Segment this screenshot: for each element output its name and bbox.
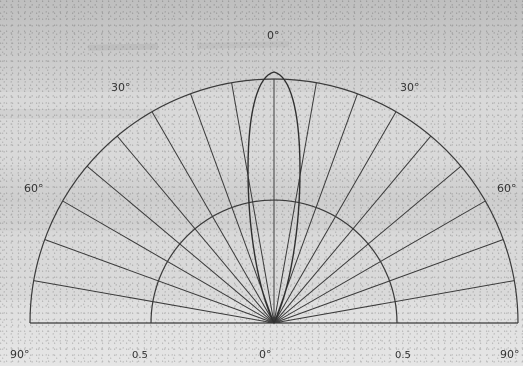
label-bottom-left: 90° — [10, 348, 30, 361]
label-bottom-center: 0° — [259, 348, 272, 361]
label-bottom-left-inner: 0.5 — [132, 350, 148, 361]
bleedthrough-text-lower — [0, 205, 520, 238]
bleedthrough-text-mid — [0, 92, 160, 127]
label-bottom-right-inner: 0.5 — [395, 350, 411, 361]
bleedthrough-text-top — [88, 26, 289, 62]
label-upper-right: 30° — [400, 81, 420, 94]
label-bottom-right: 90° — [500, 348, 520, 361]
label-mid-left: 60° — [24, 182, 44, 195]
label-mid-right: 60° — [497, 182, 517, 195]
